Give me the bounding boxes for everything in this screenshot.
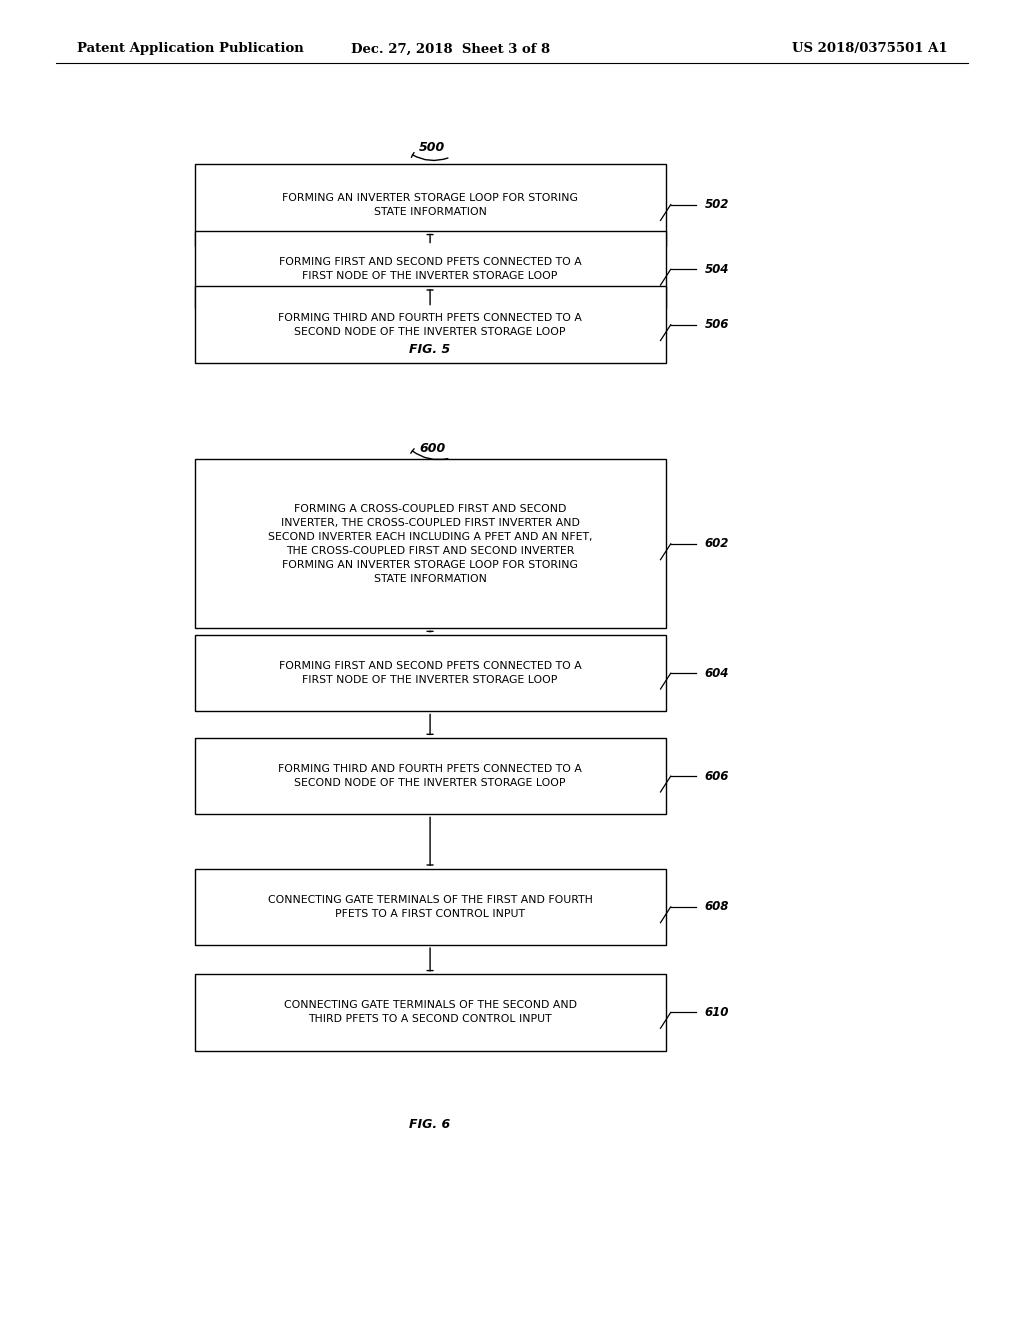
Text: 606: 606 xyxy=(705,770,729,783)
Text: FORMING FIRST AND SECOND PFETS CONNECTED TO A
FIRST NODE OF THE INVERTER STORAGE: FORMING FIRST AND SECOND PFETS CONNECTED… xyxy=(279,257,582,281)
Text: FORMING THIRD AND FOURTH PFETS CONNECTED TO A
SECOND NODE OF THE INVERTER STORAG: FORMING THIRD AND FOURTH PFETS CONNECTED… xyxy=(279,313,582,337)
Text: 506: 506 xyxy=(705,318,729,331)
Text: 602: 602 xyxy=(705,537,729,550)
Text: CONNECTING GATE TERMINALS OF THE SECOND AND
THIRD PFETS TO A SECOND CONTROL INPU: CONNECTING GATE TERMINALS OF THE SECOND … xyxy=(284,1001,577,1024)
Text: FORMING FIRST AND SECOND PFETS CONNECTED TO A
FIRST NODE OF THE INVERTER STORAGE: FORMING FIRST AND SECOND PFETS CONNECTED… xyxy=(279,661,582,685)
Text: FORMING AN INVERTER STORAGE LOOP FOR STORING
STATE INFORMATION: FORMING AN INVERTER STORAGE LOOP FOR STO… xyxy=(283,193,578,216)
Bar xyxy=(195,738,666,814)
Bar xyxy=(195,459,666,628)
Text: 600: 600 xyxy=(419,442,445,455)
Text: FIG. 6: FIG. 6 xyxy=(410,1118,451,1131)
Text: 502: 502 xyxy=(705,198,729,211)
Text: Dec. 27, 2018  Sheet 3 of 8: Dec. 27, 2018 Sheet 3 of 8 xyxy=(351,42,550,55)
Bar xyxy=(195,869,666,945)
Bar xyxy=(195,635,666,711)
Bar xyxy=(195,231,666,308)
Text: FORMING THIRD AND FOURTH PFETS CONNECTED TO A
SECOND NODE OF THE INVERTER STORAG: FORMING THIRD AND FOURTH PFETS CONNECTED… xyxy=(279,764,582,788)
Text: CONNECTING GATE TERMINALS OF THE FIRST AND FOURTH
PFETS TO A FIRST CONTROL INPUT: CONNECTING GATE TERMINALS OF THE FIRST A… xyxy=(267,895,593,919)
Bar xyxy=(195,164,666,246)
Bar xyxy=(195,286,666,363)
Text: 608: 608 xyxy=(705,900,729,913)
Text: US 2018/0375501 A1: US 2018/0375501 A1 xyxy=(792,42,947,55)
Text: 504: 504 xyxy=(705,263,729,276)
Text: FIG. 5: FIG. 5 xyxy=(410,343,451,356)
Text: 610: 610 xyxy=(705,1006,729,1019)
Bar xyxy=(195,974,666,1051)
Text: 500: 500 xyxy=(419,141,445,154)
Text: 604: 604 xyxy=(705,667,729,680)
Text: Patent Application Publication: Patent Application Publication xyxy=(77,42,303,55)
Text: FORMING A CROSS-COUPLED FIRST AND SECOND
INVERTER, THE CROSS-COUPLED FIRST INVER: FORMING A CROSS-COUPLED FIRST AND SECOND… xyxy=(268,504,592,583)
